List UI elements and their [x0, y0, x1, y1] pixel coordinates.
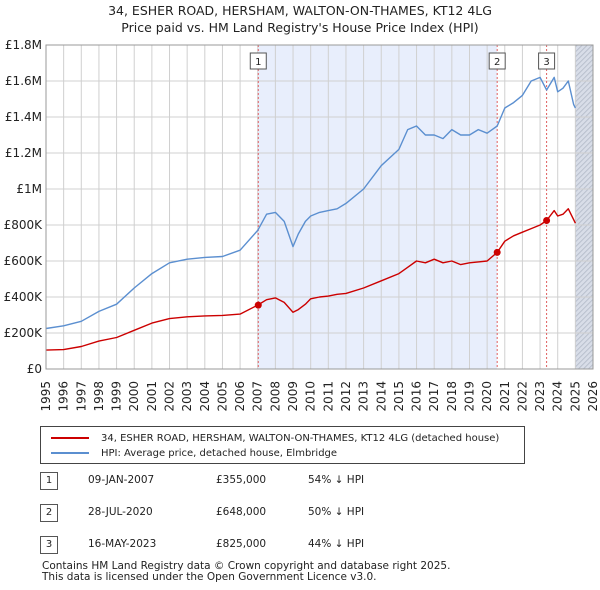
sale-number: 2 — [40, 504, 58, 522]
y-tick-label: £1.8M — [5, 38, 42, 52]
x-tick-label: 2013 — [357, 381, 371, 412]
x-tick-label: 2003 — [180, 381, 194, 412]
future-hatch — [575, 203, 594, 223]
footer-line1: Contains HM Land Registry data © Crown c… — [42, 560, 451, 572]
future-hatch — [575, 308, 594, 328]
legend-label-property: 34, ESHER ROAD, HERSHAM, WALTON-ON-THAME… — [101, 432, 500, 444]
x-tick-label: 2010 — [304, 381, 318, 412]
sale-period-shade — [258, 45, 498, 369]
sale-number: 1 — [40, 472, 58, 490]
y-tick-label: £600K — [4, 254, 44, 268]
x-tick-label: 2023 — [533, 381, 547, 412]
sale-marker-box — [249, 52, 267, 70]
x-tick-label: 2005 — [215, 381, 229, 412]
chart-title-line2: Price paid vs. HM Land Registry's House … — [121, 20, 479, 35]
x-tick-label: 1995 — [39, 381, 53, 412]
x-tick-label: 2012 — [339, 381, 353, 412]
plot-frame — [45, 44, 594, 370]
sale-date: 28-JUL-2020 — [88, 506, 153, 518]
sale-marker-label: 2 — [494, 57, 500, 68]
sale-point — [254, 301, 262, 309]
x-tick-label: 2016 — [410, 381, 424, 412]
sale-marker-label: 1 — [255, 57, 261, 68]
x-tick-label: 2009 — [286, 381, 300, 412]
footer: Contains HM Land Registry data © Crown c… — [42, 561, 450, 583]
future-hatch — [575, 88, 594, 108]
sale-point — [543, 217, 551, 224]
x-tick-label: 2025 — [568, 381, 582, 412]
legend-label-hpi: HPI: Average price, detached house, Elmb… — [101, 447, 338, 459]
sale-price: £648,000 — [216, 506, 267, 518]
x-tick-label: 1996 — [57, 381, 71, 412]
x-tick-label: 2018 — [445, 381, 459, 412]
future-hatch — [575, 193, 594, 213]
x-tick-label: 2024 — [551, 381, 565, 412]
y-tick-label: £400K — [4, 290, 44, 304]
footer-line2: This data is licensed under the Open Gov… — [42, 571, 377, 583]
x-tick-label: 2022 — [515, 381, 529, 412]
future-hatch — [575, 83, 594, 103]
sale-points — [254, 217, 551, 309]
y-tick-label: £1.6M — [5, 74, 42, 88]
x-tick-label: 2026 — [586, 381, 600, 412]
x-tick-label: 2017 — [427, 381, 441, 412]
x-tick-label: 2020 — [480, 381, 494, 412]
y-tick-label: £1.4M — [5, 110, 42, 124]
axes: £0 £200K £400K £600K £800K £1M £1.2M £1.4M £1.6M… — [4, 38, 600, 412]
future-hatch — [575, 313, 594, 333]
x-tick-label: 2008 — [268, 381, 282, 412]
sale-hpi-diff: 54% ↓ HPI — [308, 474, 365, 486]
property-price-line — [45, 208, 577, 351]
x-tick-label: 2011 — [321, 381, 335, 412]
x-tick-label: 1999 — [110, 381, 124, 412]
legend: 34, ESHER ROAD, HERSHAM, WALTON-ON-THAME… — [40, 426, 525, 464]
sale-row: 1 09-JAN-2007 £355,000 54% ↓ HPI — [40, 472, 420, 492]
sale-marker-lines: 1 2 3 — [249, 45, 556, 369]
y-tick-label: £0 — [27, 362, 42, 376]
sale-date: 16-MAY-2023 — [88, 538, 157, 550]
x-tick-label: 2000 — [127, 381, 141, 412]
y-tick-label: £200K — [4, 326, 44, 340]
y-tick-label: £800K — [4, 218, 44, 232]
sale-marker-box — [538, 52, 556, 70]
sale-hpi-diff: 50% ↓ HPI — [308, 506, 365, 518]
x-tick-label: 2015 — [392, 381, 406, 412]
legend-item-hpi: HPI: Average price, detached house, Elmb… — [51, 446, 337, 460]
y-tick-label: £1M — [16, 182, 42, 196]
sale-price: £825,000 — [216, 538, 267, 550]
x-tick-label: 2014 — [374, 381, 388, 412]
x-tick-label: 2004 — [198, 381, 212, 412]
plot-background — [46, 45, 594, 369]
x-tick-label: 1998 — [92, 381, 106, 412]
chart-title-line1: 34, ESHER ROAD, HERSHAM, WALTON-ON-THAME… — [108, 3, 492, 18]
sale-row: 3 16-MAY-2023 £825,000 44% ↓ HPI — [40, 536, 420, 556]
sale-row: 2 28-JUL-2020 £648,000 50% ↓ HPI — [40, 504, 420, 524]
future-hatch — [575, 198, 594, 218]
sale-point — [493, 248, 501, 256]
sale-price: £355,000 — [216, 474, 267, 486]
legend-swatch-hpi — [51, 452, 89, 454]
sale-marker-box — [488, 52, 506, 70]
chart-title: 34, ESHER ROAD, HERSHAM, WALTON-ON-THAME… — [0, 2, 600, 36]
future-hatch — [575, 298, 594, 318]
legend-item-property: 34, ESHER ROAD, HERSHAM, WALTON-ON-THAME… — [51, 431, 499, 445]
x-tick-label: 2001 — [145, 381, 159, 412]
x-tick-label: 2007 — [251, 381, 265, 412]
x-tick-label: 2021 — [498, 381, 512, 412]
x-tick-label: 2002 — [163, 381, 177, 412]
sale-marker-label: 3 — [543, 57, 549, 68]
y-tick-label: £1.2M — [5, 146, 42, 160]
x-tick-label: 2006 — [233, 381, 247, 412]
sale-number: 3 — [40, 536, 58, 554]
x-tick-label: 1997 — [74, 381, 88, 412]
legend-swatch-property — [51, 437, 89, 439]
sale-hpi-diff: 44% ↓ HPI — [308, 538, 365, 550]
x-tick-label: 2019 — [462, 381, 476, 412]
future-hatch — [575, 93, 594, 113]
future-hatch — [575, 303, 594, 323]
sale-date: 09-JAN-2007 — [88, 474, 155, 486]
series-lines — [45, 76, 577, 351]
hpi-line — [45, 76, 577, 330]
